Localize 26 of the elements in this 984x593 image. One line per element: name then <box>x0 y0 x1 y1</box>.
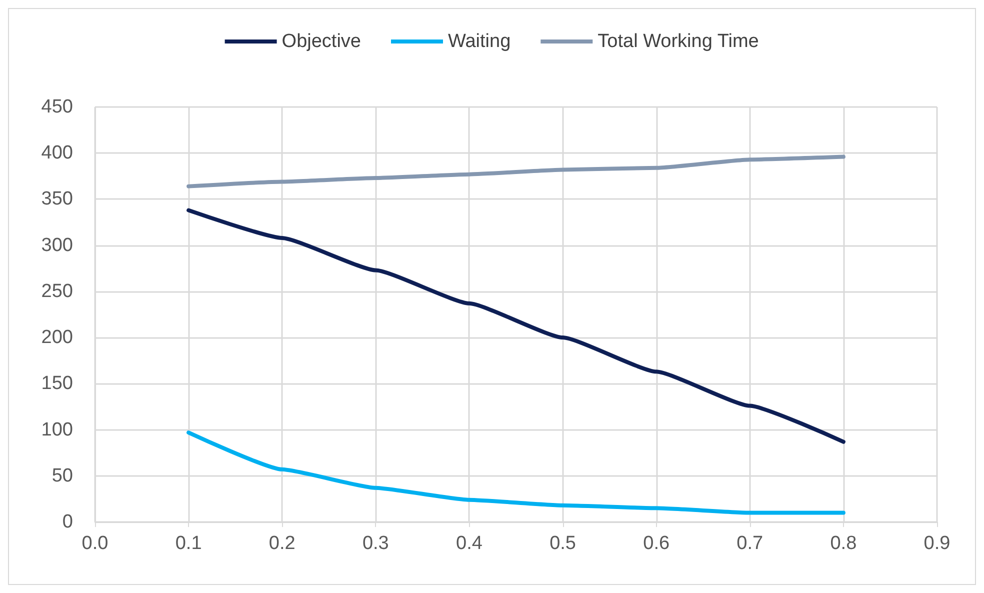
x-tick-label: 0.9 <box>924 533 950 554</box>
y-tick-label: 450 <box>41 96 73 118</box>
x-tick-label: 0.0 <box>82 533 108 554</box>
y-tick-label: 150 <box>41 373 73 394</box>
x-tick-label: 0.4 <box>456 533 483 554</box>
y-tick-label: 50 <box>52 465 73 486</box>
line-series <box>186 154 846 188</box>
y-tick-label: 250 <box>41 280 73 302</box>
y-tick-label: 0 <box>62 512 73 532</box>
legend-label: Total Working Time <box>598 31 759 52</box>
x-tick-label: 0.3 <box>362 533 389 554</box>
y-tick-label: 100 <box>41 419 73 440</box>
x-tick-label: 0.7 <box>736 533 764 554</box>
y-tick-label: 400 <box>41 142 73 164</box>
x-tick-label: 0.1 <box>175 533 202 554</box>
y-tick-label: 200 <box>41 327 73 348</box>
x-tick-label: 0.2 <box>268 533 296 554</box>
x-tick-label: 0.6 <box>643 533 670 554</box>
legend-label: Objective <box>282 31 362 52</box>
legend-label: Waiting <box>448 31 511 52</box>
x-tick-label: 0.8 <box>830 533 857 554</box>
x-tick-label: 0.5 <box>550 533 576 554</box>
y-tick-label: 350 <box>41 188 73 210</box>
line-series <box>186 430 846 515</box>
line-series <box>186 208 846 444</box>
y-tick-label: 300 <box>41 234 73 256</box>
